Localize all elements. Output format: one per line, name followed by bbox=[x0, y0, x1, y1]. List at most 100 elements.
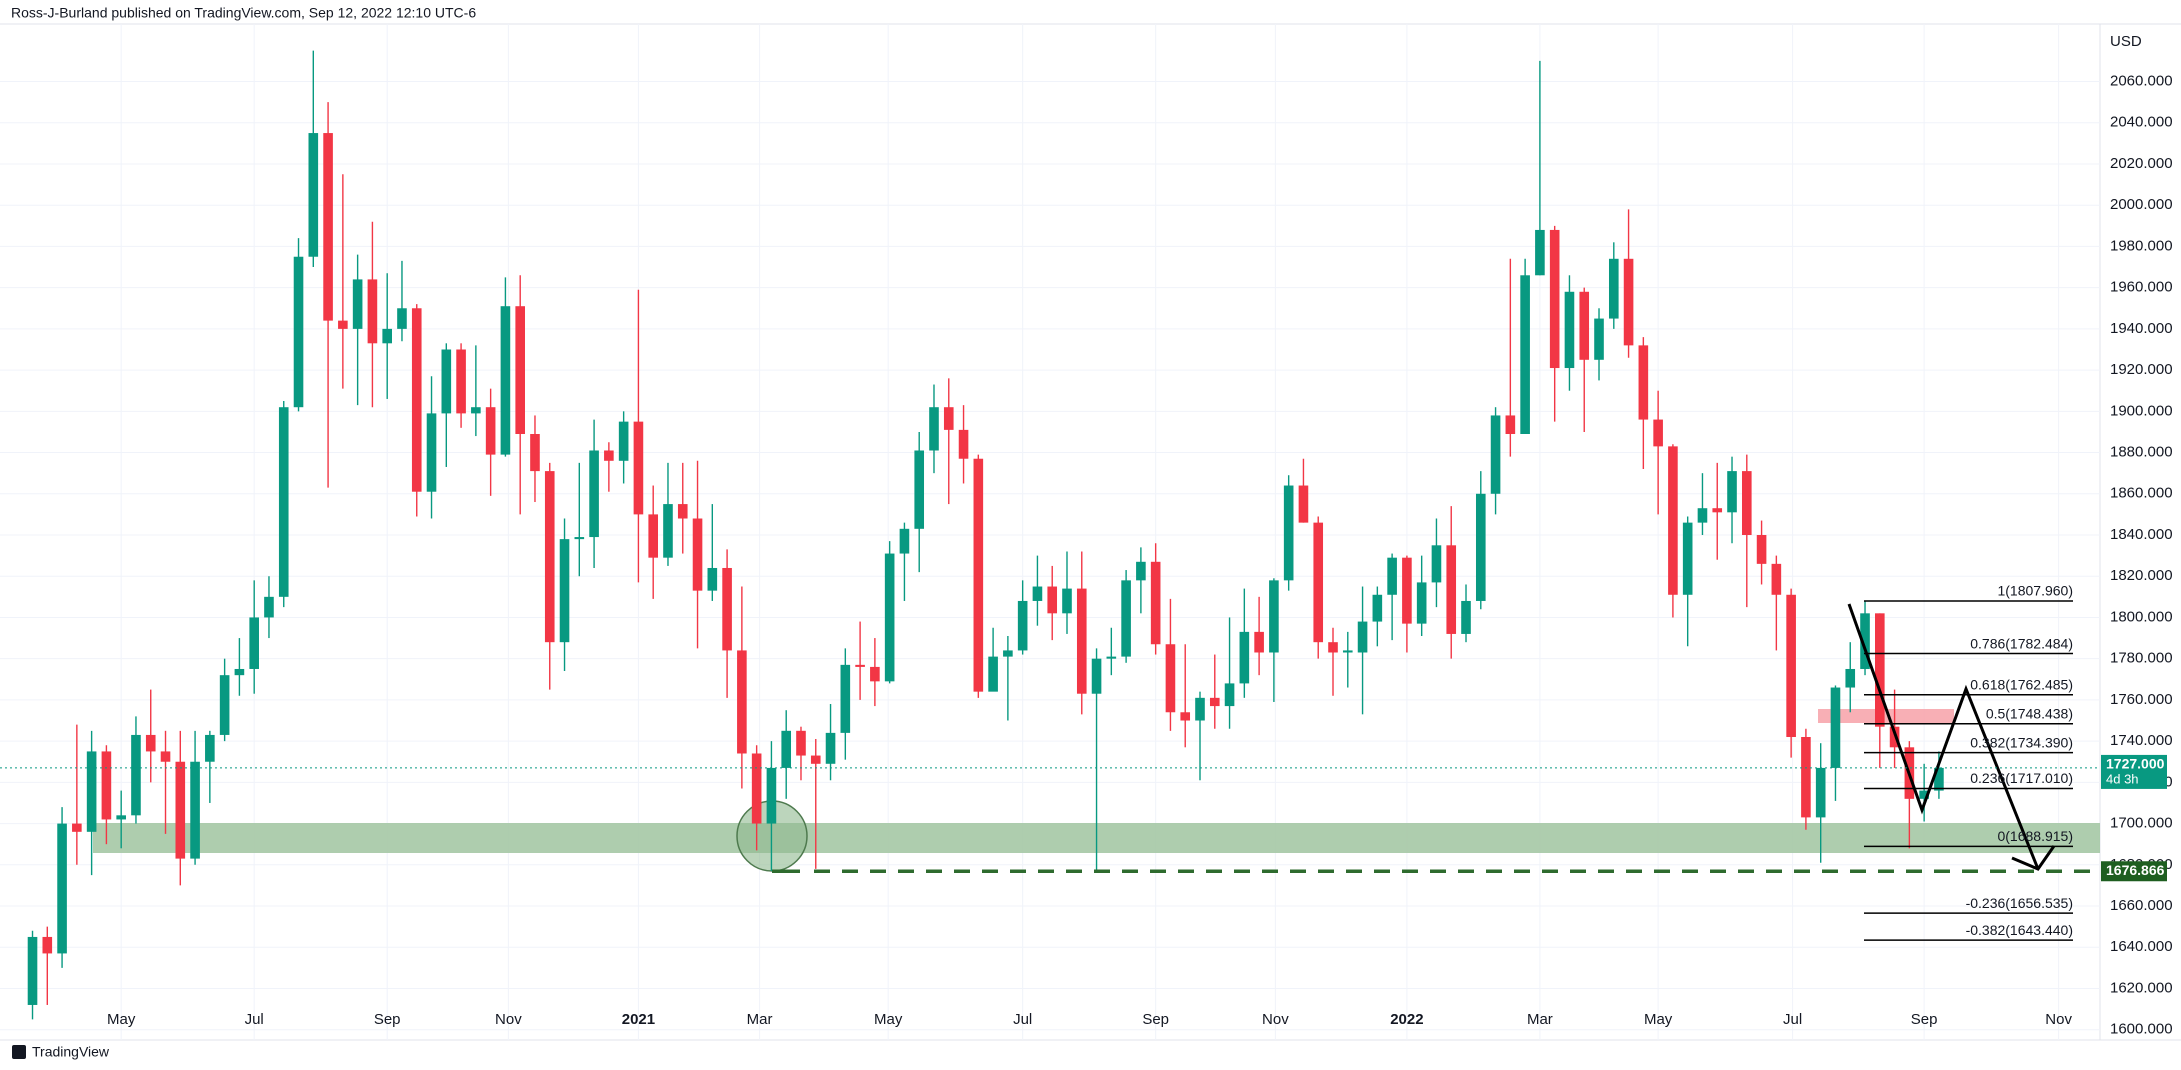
y-tick-label: 1880.000 bbox=[2110, 444, 2173, 461]
x-tick-label: Mar bbox=[747, 1011, 773, 1028]
projection-path bbox=[1847, 603, 2040, 870]
candle-body bbox=[1638, 345, 1649, 420]
candle-body bbox=[722, 567, 732, 651]
candle-body bbox=[1697, 508, 1708, 523]
y-tick-label: 2060.000 bbox=[2110, 72, 2173, 89]
candle-body bbox=[988, 656, 998, 692]
x-tick-label: 2021 bbox=[622, 1011, 655, 1028]
last-price-tag bbox=[2101, 754, 2167, 789]
x-tick-label: Sep bbox=[1142, 1011, 1169, 1028]
candle-body bbox=[411, 308, 422, 492]
candle-body bbox=[175, 761, 186, 859]
candle-body bbox=[1801, 737, 1811, 818]
candle-body bbox=[1579, 291, 1590, 360]
candle-body bbox=[1121, 580, 1131, 657]
candle-body bbox=[884, 553, 895, 682]
x-tick-label: Sep bbox=[1911, 1011, 1938, 1028]
candle-body bbox=[352, 279, 363, 329]
candle-body bbox=[589, 450, 599, 538]
footer: TradingView bbox=[12, 1044, 110, 1060]
y-tick-label: 1980.000 bbox=[2110, 237, 2173, 254]
candle-body bbox=[131, 734, 141, 816]
support-label: 1676.866 bbox=[2106, 862, 2165, 878]
candles bbox=[27, 50, 1944, 1020]
candle-body bbox=[515, 306, 525, 434]
y-tick-label: 1820.000 bbox=[2110, 567, 2173, 584]
candle-body bbox=[1786, 594, 1796, 737]
candle-body bbox=[1520, 275, 1530, 434]
candle-body bbox=[855, 664, 865, 667]
candle-body bbox=[1668, 446, 1678, 595]
candle-body bbox=[1608, 258, 1619, 319]
candle-body bbox=[766, 767, 777, 824]
y-tick-label: 1840.000 bbox=[2110, 526, 2173, 543]
candle-body bbox=[559, 539, 570, 643]
projection-arrowhead bbox=[2011, 845, 2056, 871]
resistance-zone bbox=[1818, 709, 1954, 723]
candle-body bbox=[1254, 631, 1264, 653]
x-tick-label: May bbox=[874, 1011, 903, 1028]
x-tick-label: Jul bbox=[245, 1011, 264, 1028]
countdown-label: 4d 3h bbox=[2106, 771, 2139, 786]
candle-body bbox=[485, 407, 496, 455]
candle-body bbox=[1741, 471, 1752, 535]
candle-body bbox=[160, 751, 171, 762]
candle-body bbox=[86, 751, 97, 832]
y-tick-label: 1940.000 bbox=[2110, 320, 2173, 337]
candle-body bbox=[1727, 471, 1737, 513]
candle-body bbox=[781, 730, 792, 768]
candle-body bbox=[1313, 522, 1324, 643]
candle-body bbox=[958, 429, 969, 459]
candle-body bbox=[1875, 613, 1885, 727]
candle-body bbox=[737, 650, 747, 754]
y-tick-label: 1920.000 bbox=[2110, 361, 2173, 378]
candle-body bbox=[1342, 650, 1353, 653]
candle-body bbox=[1431, 545, 1442, 583]
candle-body bbox=[1091, 658, 1102, 694]
candle-body bbox=[1180, 712, 1191, 721]
x-tick-label: Sep bbox=[374, 1011, 401, 1028]
candle-body bbox=[1594, 318, 1604, 360]
fib-label: 0.618(1762.485) bbox=[1970, 676, 2073, 692]
candle-body bbox=[810, 755, 821, 764]
candle-body bbox=[1830, 687, 1841, 768]
x-tick-label: May bbox=[107, 1011, 136, 1028]
x-tick-label: Nov bbox=[2045, 1011, 2072, 1028]
candle-body bbox=[1032, 586, 1043, 601]
candle-body bbox=[1564, 291, 1575, 369]
candle-body bbox=[663, 504, 673, 558]
currency-label: USD bbox=[2110, 33, 2142, 50]
x-tick-label: Jul bbox=[1013, 1011, 1032, 1028]
candle-body bbox=[27, 936, 38, 1005]
candle-body bbox=[973, 458, 984, 692]
candle-body bbox=[1195, 697, 1205, 721]
candle-body bbox=[57, 823, 67, 954]
y-tick-label: 1600.000 bbox=[2110, 1021, 2173, 1038]
candle-body bbox=[471, 407, 481, 414]
last-price-label: 1727.000 bbox=[2106, 756, 2165, 772]
candle-body bbox=[116, 815, 126, 820]
candle-body bbox=[1003, 650, 1013, 657]
candle-body bbox=[293, 256, 304, 408]
y-tick-label: 1960.000 bbox=[2110, 279, 2173, 296]
y-tick-label: 1640.000 bbox=[2110, 938, 2173, 955]
candle-body bbox=[1150, 561, 1161, 645]
candle-body bbox=[1387, 557, 1397, 595]
y-tick-label: 1660.000 bbox=[2110, 897, 2173, 914]
candle-body bbox=[751, 753, 762, 824]
candle-body bbox=[604, 450, 614, 461]
support-tag bbox=[2101, 861, 2167, 882]
candle-body bbox=[323, 133, 333, 321]
candle-body bbox=[1239, 631, 1250, 684]
candle-body bbox=[1269, 580, 1279, 653]
candle-body bbox=[1712, 508, 1723, 513]
candle-body bbox=[1328, 642, 1338, 653]
candle-body bbox=[367, 279, 378, 344]
candle-body bbox=[42, 936, 53, 954]
candle-body bbox=[1062, 588, 1072, 614]
fib-label: 1(1807.960) bbox=[1997, 583, 2073, 599]
candle-body bbox=[1845, 668, 1856, 688]
y-tick-label: 2040.000 bbox=[2110, 114, 2173, 131]
candle-body bbox=[1298, 485, 1309, 523]
